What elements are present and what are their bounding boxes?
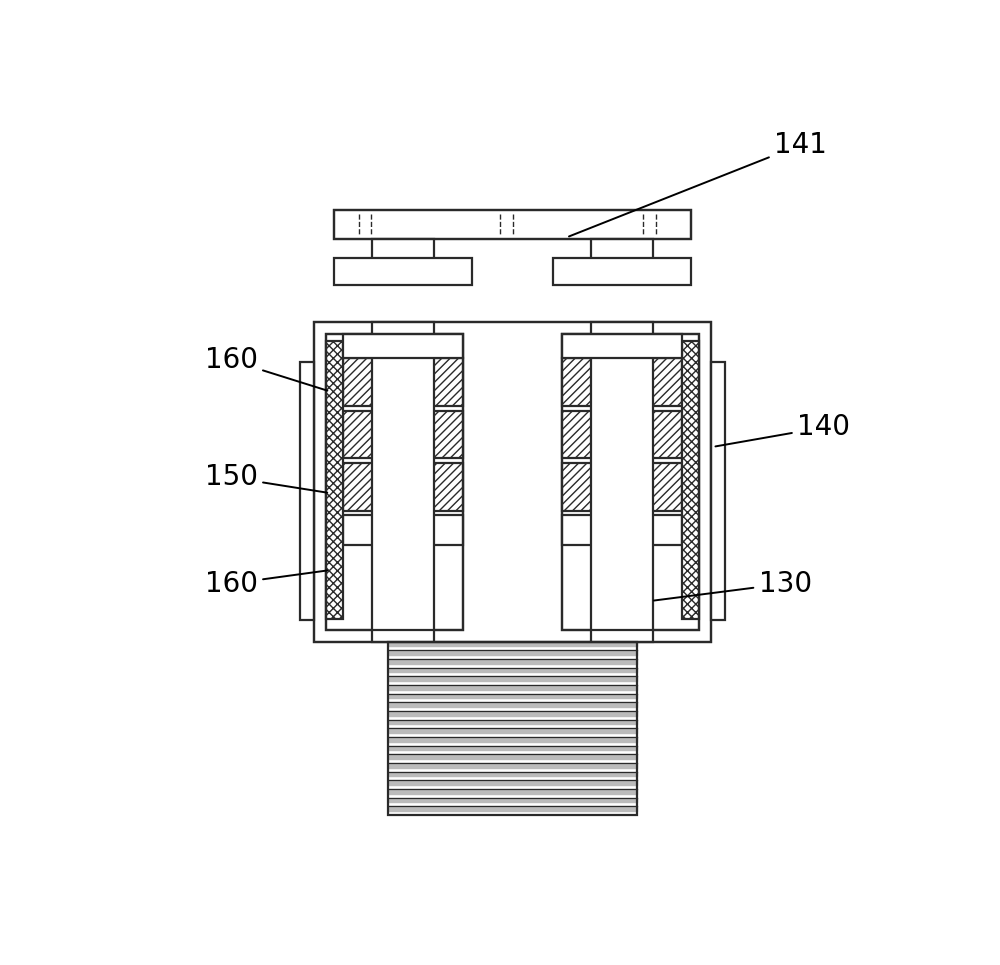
Bar bbox=[326, 342, 343, 619]
Bar bbox=[326, 334, 463, 630]
Bar bbox=[682, 342, 699, 619]
Bar bbox=[562, 334, 699, 630]
Text: 160: 160 bbox=[205, 569, 327, 597]
Bar bbox=[314, 322, 711, 642]
Bar bbox=[562, 515, 682, 544]
Bar bbox=[343, 358, 463, 406]
Bar bbox=[711, 362, 725, 620]
Bar bbox=[326, 334, 463, 630]
Bar bbox=[343, 463, 463, 510]
Bar bbox=[562, 334, 699, 630]
Bar bbox=[562, 411, 682, 458]
Bar bbox=[334, 209, 691, 239]
Bar bbox=[343, 515, 463, 544]
Bar bbox=[314, 322, 711, 642]
Bar bbox=[562, 358, 682, 406]
Text: 140: 140 bbox=[715, 413, 850, 447]
Text: 160: 160 bbox=[205, 346, 327, 391]
Bar bbox=[343, 334, 463, 358]
Bar bbox=[388, 642, 637, 815]
Bar bbox=[591, 322, 653, 642]
Bar bbox=[562, 463, 682, 510]
Text: 141: 141 bbox=[569, 131, 827, 236]
Bar bbox=[591, 239, 653, 282]
Bar bbox=[372, 239, 434, 282]
Bar bbox=[334, 259, 472, 286]
Text: 130: 130 bbox=[654, 569, 812, 600]
Bar bbox=[553, 259, 691, 286]
Bar bbox=[562, 334, 682, 358]
Bar bbox=[300, 362, 314, 620]
Text: 150: 150 bbox=[205, 463, 327, 493]
Bar bbox=[334, 209, 691, 239]
Bar bbox=[343, 411, 463, 458]
Bar bbox=[372, 322, 434, 642]
